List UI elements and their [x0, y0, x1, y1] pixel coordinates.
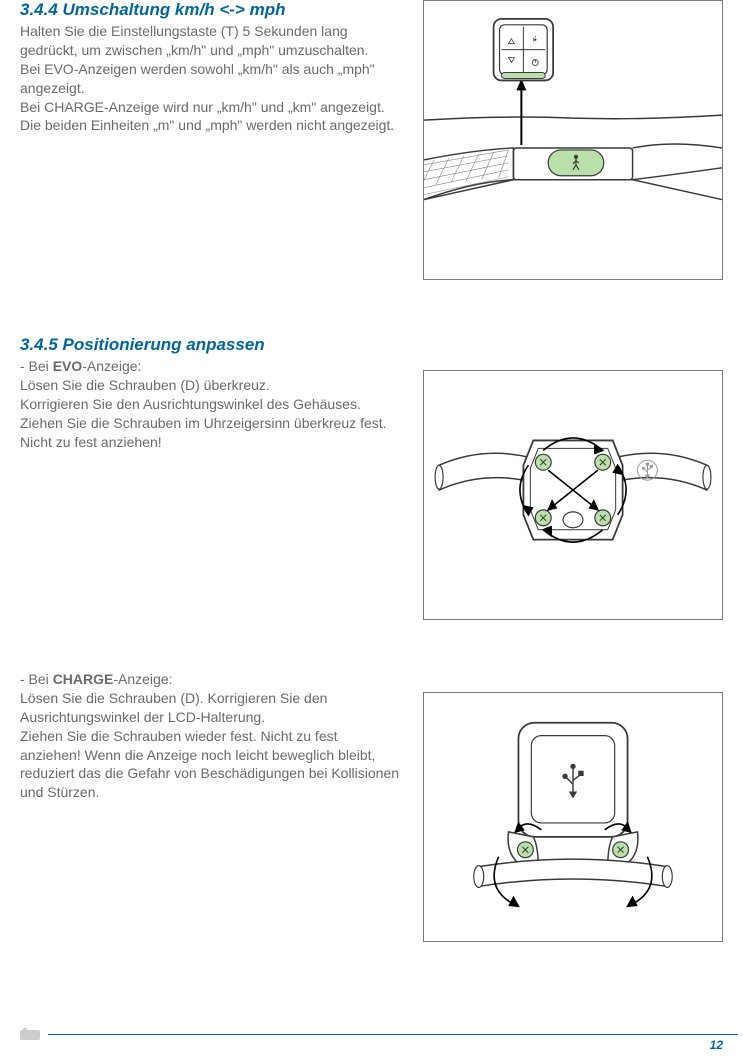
heading-345: 3.4.5 Positionierung anpassen	[20, 335, 723, 355]
s3-bold: CHARGE	[53, 671, 114, 687]
s3-p2: Ziehen Sie die Schrauben wieder fest. Ni…	[20, 728, 399, 801]
figure-345-charge	[423, 692, 723, 942]
s1-p3: Bei CHARGE-Anzeige wird nur „km/h" und „…	[20, 99, 394, 134]
body-345-evo: - Bei EVO-Anzeige: Lösen Sie die Schraub…	[20, 357, 400, 451]
page-number: 12	[710, 1038, 723, 1052]
section-345-evo: 3.4.5 Positionierung anpassen - Bei EVO-…	[20, 335, 723, 650]
section-345-charge: - Bei CHARGE-Anzeige: Lösen Sie die Schr…	[20, 670, 723, 970]
s2-p3: Ziehen Sie die Schrauben im Uhrzeigersin…	[20, 415, 387, 450]
s2-suffix: -Anzeige:	[82, 358, 141, 374]
s3-suffix: -Anzeige:	[113, 671, 172, 687]
figure-344	[423, 0, 723, 280]
body-345-charge: - Bei CHARGE-Anzeige: Lösen Sie die Schr…	[20, 670, 400, 802]
section-344: 3.4.4 Umschaltung km/h <-> mph Halten Si…	[20, 0, 723, 315]
page-footer: 12	[20, 1034, 723, 1038]
s2-bold: EVO	[53, 358, 83, 374]
body-344: Halten Sie die Einstellungstaste (T) 5 S…	[20, 22, 400, 135]
s3-prefix: - Bei	[20, 671, 53, 687]
figure-345-evo	[423, 370, 723, 620]
footer-logo-icon	[20, 1028, 40, 1042]
s2-p1: Lösen Sie die Schrauben (D) überkreuz.	[20, 377, 270, 393]
footer-rule	[48, 1034, 738, 1036]
s1-p2: Bei EVO-Anzeigen werden sowohl „km/h" al…	[20, 61, 375, 96]
s2-p2: Korrigieren Sie den Ausrichtungswinkel d…	[20, 396, 361, 412]
s3-p1: Lösen Sie die Schrauben (D). Korrigieren…	[20, 690, 327, 725]
s2-prefix: - Bei	[20, 358, 53, 374]
s1-p1: Halten Sie die Einstellungstaste (T) 5 S…	[20, 23, 368, 58]
